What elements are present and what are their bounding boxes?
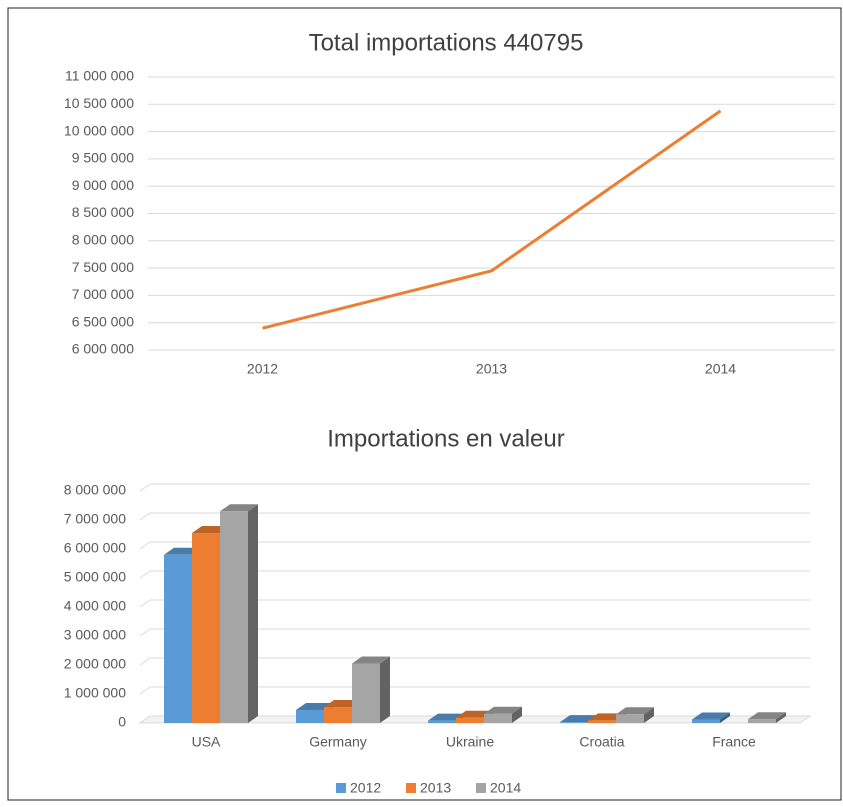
bar-top: [220, 504, 258, 512]
legend-label: 2013: [420, 780, 451, 796]
bar-side: [248, 504, 258, 723]
grid-line: [139, 599, 151, 608]
bar-top: [484, 706, 522, 714]
y-tick-label: 2 000 000: [64, 656, 126, 672]
legend-swatch: [476, 783, 486, 793]
bar: [588, 720, 616, 723]
y-tick-label: 7 000 000: [64, 511, 126, 527]
x-tick-label: Germany: [309, 734, 367, 750]
x-tick-label: 2014: [705, 361, 736, 377]
bar-top: [748, 712, 786, 720]
bar: [560, 722, 588, 723]
bar: [692, 719, 720, 723]
grid-line: [139, 686, 151, 695]
legend-swatch: [336, 783, 346, 793]
grid-line: [139, 570, 151, 579]
y-tick-label: 6 000 000: [72, 341, 134, 357]
y-tick-label: 4 000 000: [64, 598, 126, 614]
y-tick-label: 9 000 000: [72, 177, 134, 193]
grid-line: [139, 512, 151, 521]
grid-line: [139, 628, 151, 637]
bar-top: [352, 656, 390, 664]
bar: [456, 717, 484, 723]
y-tick-label: 10 000 000: [64, 122, 134, 138]
y-tick-label: 7 500 000: [72, 259, 134, 275]
grid-line: [139, 541, 151, 550]
chart-title: Total importations 440795: [309, 29, 584, 56]
bar: [484, 713, 512, 723]
y-tick-label: 8 000 000: [72, 232, 134, 248]
y-tick-label: 7 000 000: [72, 286, 134, 302]
y-tick-label: 8 500 000: [72, 204, 134, 220]
y-tick-label: 0: [118, 714, 126, 730]
x-tick-label: France: [712, 734, 756, 750]
bar: [352, 663, 380, 723]
y-tick-label: 8 000 000: [64, 482, 126, 498]
bar-side: [720, 712, 730, 723]
grid-line: [139, 657, 151, 666]
legend-swatch: [406, 783, 416, 793]
bar: [192, 533, 220, 723]
bar: [616, 714, 644, 723]
y-tick-label: 6 500 000: [72, 313, 134, 329]
bar-side: [512, 706, 522, 723]
y-tick-label: 5 000 000: [64, 569, 126, 585]
frame: [7, 7, 842, 801]
bar: [324, 707, 352, 723]
line: [262, 109, 722, 330]
bar-side: [644, 707, 654, 723]
chart-title: Importations en valeur: [327, 425, 564, 452]
y-tick-label: 9 500 000: [72, 150, 134, 166]
x-tick-label: Ukraine: [446, 734, 494, 750]
bar-side: [776, 712, 786, 723]
legend-label: 2014: [490, 780, 521, 796]
bar: [220, 511, 248, 723]
x-tick-label: Croatia: [579, 734, 624, 750]
bar: [428, 720, 456, 723]
grid-line: [139, 483, 151, 492]
y-tick-label: 3 000 000: [64, 627, 126, 643]
y-tick-label: 6 000 000: [64, 540, 126, 556]
y-tick-label: 1 000 000: [64, 685, 126, 701]
bar: [748, 719, 776, 723]
bar-side: [380, 656, 390, 723]
bar-top: [692, 712, 730, 720]
bar: [164, 554, 192, 723]
y-tick-label: 11 000 000: [65, 68, 134, 84]
legend-label: 2012: [350, 780, 381, 796]
bar: [296, 709, 324, 723]
x-tick-label: 2013: [476, 361, 507, 377]
bar-top: [616, 707, 654, 715]
x-tick-label: USA: [192, 734, 221, 750]
x-tick-label: 2012: [247, 361, 278, 377]
y-tick-label: 10 500 000: [64, 95, 134, 111]
